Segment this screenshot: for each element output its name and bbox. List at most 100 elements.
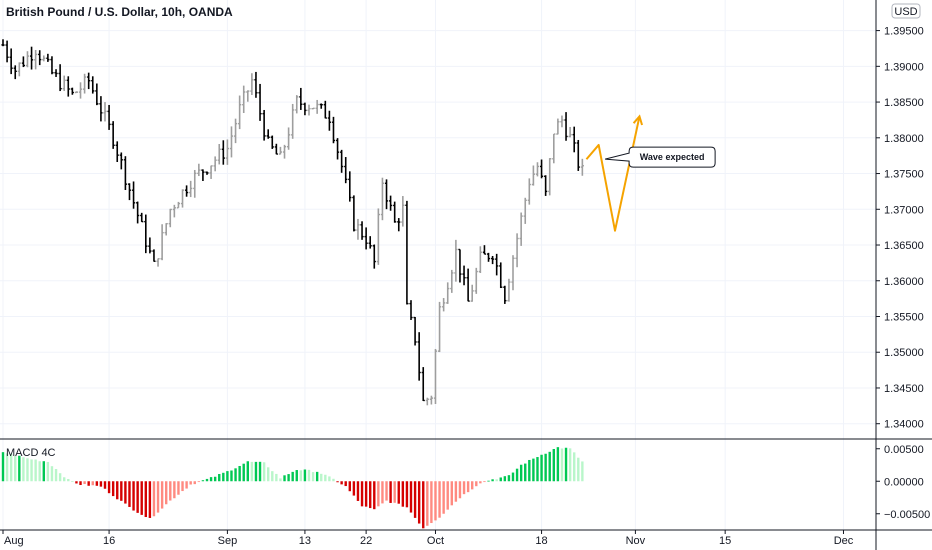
price-bar[interactable] bbox=[384, 179, 389, 210]
price-bar[interactable] bbox=[103, 102, 107, 122]
price-bar[interactable] bbox=[442, 298, 446, 312]
price-bar[interactable] bbox=[340, 149, 344, 173]
price-bar[interactable] bbox=[34, 49, 38, 70]
price-bar[interactable] bbox=[437, 301, 442, 353]
price-bar[interactable] bbox=[17, 62, 21, 77]
price-bar[interactable] bbox=[323, 100, 327, 119]
price-bar[interactable] bbox=[136, 201, 140, 224]
price-bar[interactable] bbox=[233, 118, 238, 144]
price-bar[interactable] bbox=[62, 75, 66, 92]
price-bar[interactable] bbox=[515, 233, 519, 268]
price-bar[interactable] bbox=[189, 180, 193, 198]
price-bar[interactable] bbox=[221, 140, 225, 165]
price-bar[interactable] bbox=[238, 95, 242, 130]
price-bar[interactable] bbox=[25, 51, 30, 68]
price-bar[interactable] bbox=[564, 112, 568, 141]
price-bar[interactable] bbox=[380, 177, 385, 221]
price-bar[interactable] bbox=[319, 103, 323, 109]
price-bar[interactable] bbox=[66, 76, 70, 97]
price-bar[interactable] bbox=[503, 285, 507, 304]
price-bar[interactable] bbox=[254, 71, 258, 98]
price-bar[interactable] bbox=[560, 115, 564, 128]
price-bar[interactable] bbox=[156, 258, 160, 267]
price-bar[interactable] bbox=[344, 157, 348, 184]
price-bar[interactable] bbox=[131, 181, 136, 209]
price-bar[interactable] bbox=[193, 169, 197, 198]
price-bar[interactable] bbox=[458, 248, 462, 283]
price-bar[interactable] bbox=[95, 83, 99, 106]
price-bar[interactable] bbox=[176, 201, 181, 209]
price-bar[interactable] bbox=[303, 102, 307, 116]
price-bar[interactable] bbox=[539, 159, 544, 179]
price-bar[interactable] bbox=[368, 236, 372, 249]
price-bar[interactable] bbox=[127, 183, 132, 201]
price-bar[interactable] bbox=[250, 73, 254, 96]
macd-histogram[interactable] bbox=[1, 447, 584, 529]
price-bar[interactable] bbox=[152, 249, 156, 262]
price-bar[interactable] bbox=[401, 196, 405, 227]
price-bar[interactable] bbox=[197, 163, 201, 177]
price-bar[interactable] bbox=[360, 221, 364, 240]
price-bar[interactable] bbox=[242, 85, 246, 113]
price-bar[interactable] bbox=[180, 189, 185, 208]
price-bar[interactable] bbox=[352, 195, 356, 232]
price-bar[interactable] bbox=[486, 252, 491, 262]
price-bar[interactable] bbox=[307, 104, 311, 116]
price-bar[interactable] bbox=[405, 200, 409, 305]
price-bar[interactable] bbox=[446, 282, 450, 304]
price-bar[interactable] bbox=[568, 126, 572, 138]
price-bar[interactable] bbox=[421, 367, 425, 402]
price-bar[interactable] bbox=[429, 395, 433, 405]
price-bar[interactable] bbox=[83, 73, 87, 94]
price-bar[interactable] bbox=[270, 135, 274, 149]
price-bar[interactable] bbox=[495, 253, 499, 276]
price-bar[interactable] bbox=[225, 139, 229, 165]
price-bar[interactable] bbox=[42, 55, 46, 62]
price-bar[interactable] bbox=[372, 244, 376, 269]
price-bar[interactable] bbox=[482, 245, 487, 255]
price-bar[interactable] bbox=[291, 103, 295, 139]
price-bar[interactable] bbox=[78, 82, 83, 99]
price-bar[interactable] bbox=[282, 144, 287, 159]
currency-badge[interactable]: USD bbox=[891, 3, 921, 19]
price-bar[interactable] bbox=[205, 171, 209, 175]
price-bar[interactable] bbox=[164, 222, 168, 236]
price-bar[interactable] bbox=[58, 64, 62, 92]
price-bar[interactable] bbox=[144, 214, 148, 254]
price-bar[interactable] bbox=[376, 208, 380, 265]
price-bar[interactable] bbox=[38, 50, 42, 66]
price-bar[interactable] bbox=[507, 278, 511, 302]
price-bar[interactable] bbox=[433, 348, 438, 404]
price-bar[interactable] bbox=[450, 269, 454, 293]
price-bar[interactable] bbox=[389, 195, 393, 211]
price-bar[interactable] bbox=[572, 126, 576, 153]
price-bar[interactable] bbox=[299, 87, 303, 110]
price-bar[interactable] bbox=[140, 212, 144, 223]
price-bar[interactable] bbox=[466, 268, 470, 302]
price-bar[interactable] bbox=[474, 267, 478, 294]
price-bar[interactable] bbox=[115, 141, 119, 163]
price-bar[interactable] bbox=[278, 146, 283, 155]
price-bar[interactable] bbox=[315, 99, 319, 114]
price-bar[interactable] bbox=[209, 165, 213, 179]
price-bar[interactable] bbox=[523, 197, 527, 224]
price-bar[interactable] bbox=[331, 116, 336, 144]
price-bar[interactable] bbox=[70, 87, 74, 95]
price-bar[interactable] bbox=[13, 65, 17, 80]
price-bar[interactable] bbox=[21, 56, 25, 68]
price-bar[interactable] bbox=[1, 39, 5, 47]
price-bar[interactable] bbox=[246, 90, 250, 102]
price-bar[interactable] bbox=[87, 72, 91, 90]
price-bar[interactable] bbox=[335, 138, 340, 160]
price-bar[interactable] bbox=[217, 144, 221, 165]
price-bar[interactable] bbox=[99, 96, 103, 122]
price-bar[interactable] bbox=[552, 133, 556, 164]
price-bar[interactable] bbox=[119, 152, 123, 170]
price-bar[interactable] bbox=[356, 218, 360, 240]
price-bar[interactable] bbox=[417, 332, 421, 381]
price-bar[interactable] bbox=[91, 76, 95, 94]
price-bar[interactable] bbox=[491, 255, 495, 265]
price-bar[interactable] bbox=[123, 156, 127, 191]
price-bars[interactable] bbox=[1, 39, 584, 406]
price-bar[interactable] bbox=[413, 316, 417, 346]
